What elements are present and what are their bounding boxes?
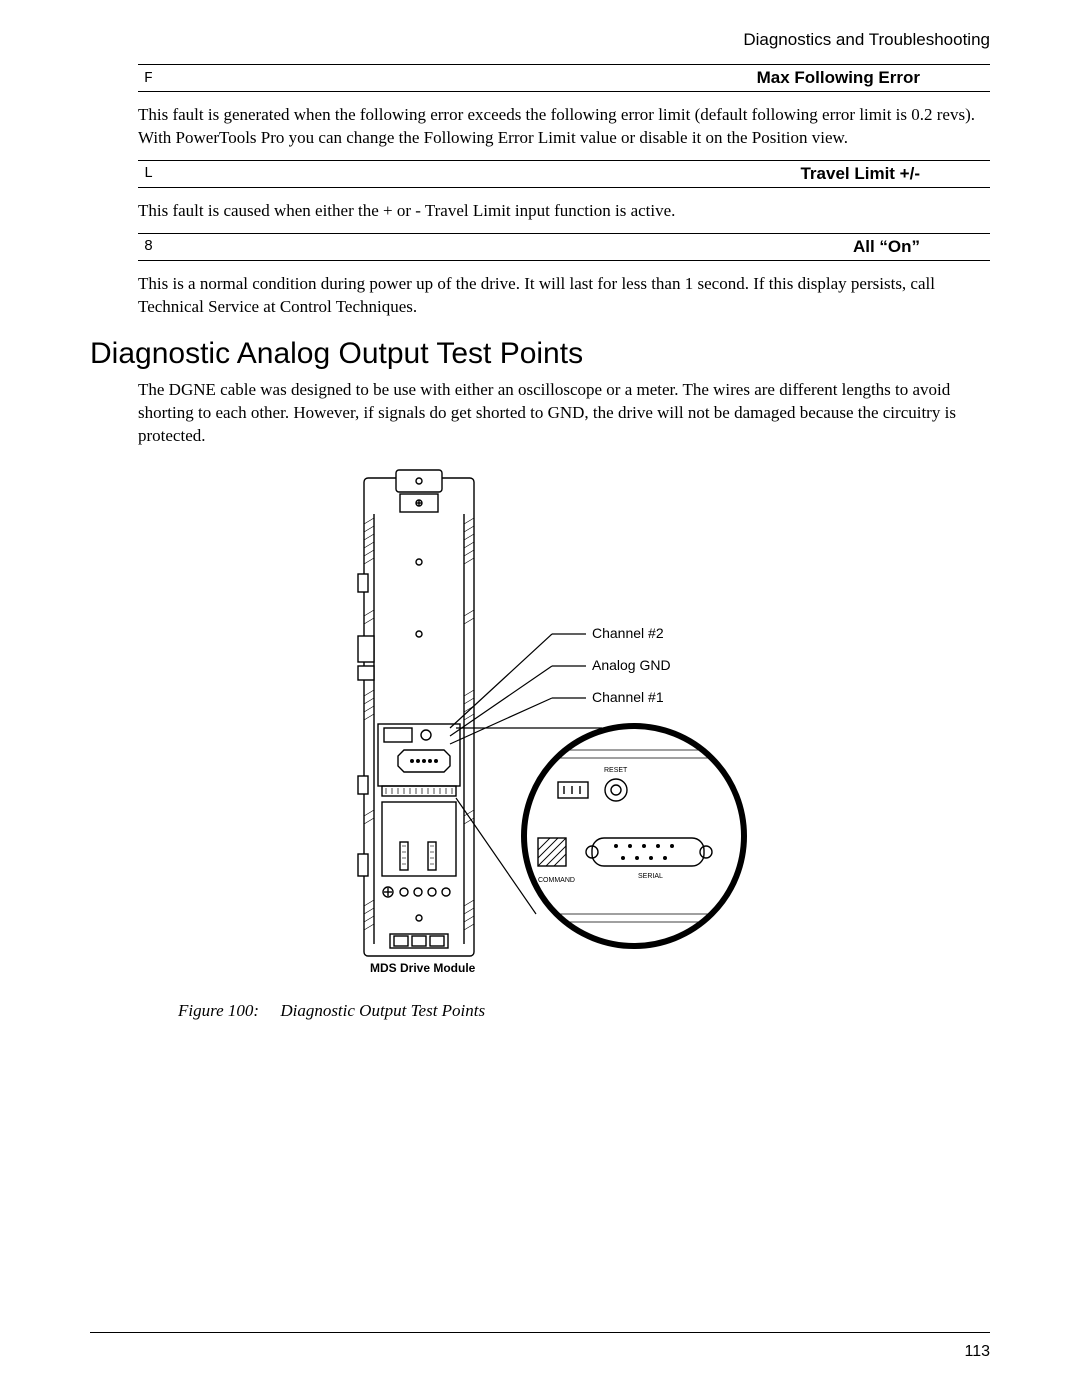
figure: RESET SERIAL COMMAND Channel #2 Analog G…	[138, 466, 990, 1021]
detail-label-reset: RESET	[604, 767, 628, 774]
fault-glyph: F	[138, 70, 184, 87]
callout-channel-1: Channel #1	[592, 689, 664, 705]
fault-name: Travel Limit +/-	[184, 164, 990, 184]
page: Diagnostics and Troubleshooting F Max Fo…	[0, 0, 1080, 1397]
callout-analog-gnd: Analog GND	[592, 657, 671, 673]
footer-rule	[90, 1332, 990, 1333]
fault-body: This fault is caused when either the + o…	[138, 200, 990, 223]
figure-caption-title: Diagnostic Output Test Points	[280, 1001, 485, 1020]
fault-body: This fault is generated when the followi…	[138, 104, 990, 150]
fault-glyph: 8	[138, 238, 184, 255]
detail-label-command: COMMAND	[538, 877, 575, 884]
figure-svg: RESET SERIAL COMMAND Channel #2 Analog G…	[304, 466, 824, 986]
fault-all-on: 8 All “On” This is a normal condition du…	[90, 233, 990, 319]
module-label: MDS Drive Module	[370, 961, 476, 975]
figure-caption: Figure 100: Diagnostic Output Test Point…	[178, 1001, 990, 1021]
fault-body: This is a normal condition during power …	[138, 273, 990, 319]
page-number: 113	[964, 1343, 990, 1361]
section-heading: Diagnostic Analog Output Test Points	[90, 337, 990, 371]
figure-caption-number: Figure 100:	[178, 1001, 259, 1020]
callout-channel-2: Channel #2	[592, 625, 664, 641]
section-intro: The DGNE cable was designed to be use wi…	[138, 379, 990, 448]
fault-head: L Travel Limit +/-	[138, 160, 990, 188]
fault-name: All “On”	[184, 237, 990, 257]
fault-glyph: L	[138, 165, 184, 182]
fault-travel-limit: L Travel Limit +/- This fault is caused …	[90, 160, 990, 223]
fault-name: Max Following Error	[184, 68, 990, 88]
running-header: Diagnostics and Troubleshooting	[90, 30, 990, 50]
fault-head: F Max Following Error	[138, 64, 990, 92]
detail-label-serial: SERIAL	[638, 873, 663, 880]
fault-max-following-error: F Max Following Error This fault is gene…	[90, 64, 990, 150]
fault-head: 8 All “On”	[138, 233, 990, 261]
